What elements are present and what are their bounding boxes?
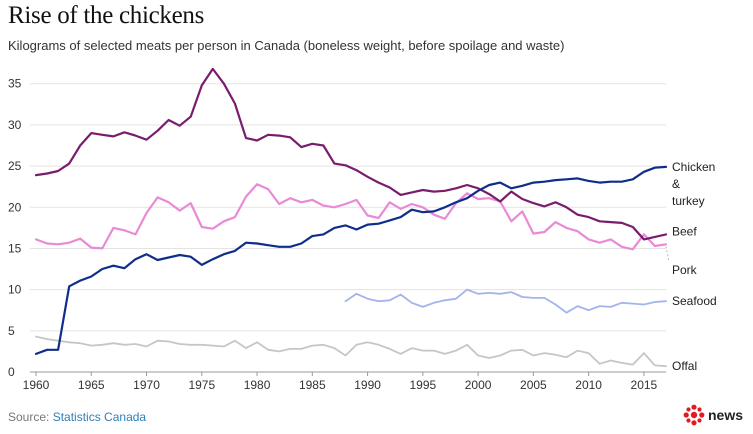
y-tick-label: 5 xyxy=(8,324,15,338)
source-link[interactable]: Statistics Canada xyxy=(52,410,147,424)
x-tick-label: 2015 xyxy=(631,378,658,392)
x-tick-label: 2010 xyxy=(575,378,602,392)
series-label-offal: Offal xyxy=(672,359,697,373)
pork-label-leader xyxy=(665,246,670,263)
series-line-chicken-turkey xyxy=(34,165,668,355)
x-tick-label: 1975 xyxy=(188,378,215,392)
x-tick-label: 1990 xyxy=(354,378,381,392)
x-tick-label: 1980 xyxy=(244,378,271,392)
y-tick-label: 15 xyxy=(8,241,22,255)
brand-text: news xyxy=(707,407,743,423)
x-tick-label: 1965 xyxy=(78,378,105,392)
series-labels: Chicken & turkey Beef Pork Seafood Offal xyxy=(665,160,717,373)
series-label-pork: Pork xyxy=(672,263,698,277)
y-tick-label: 10 xyxy=(8,283,22,297)
series-label-chicken-turkey: turkey xyxy=(672,194,705,208)
series-label-seafood: Seafood xyxy=(672,294,717,308)
x-axis-ticks: 1960 1965 1970 1975 1980 1985 1990 1995 2000 2005… xyxy=(23,372,658,392)
y-tick-label: 25 xyxy=(8,159,22,173)
x-tick-label: 2000 xyxy=(465,378,492,392)
y-tick-label: 30 xyxy=(8,118,22,132)
series-label-chicken-turkey: Chicken xyxy=(672,160,715,174)
grid-lines xyxy=(30,83,666,373)
y-tick-label: 20 xyxy=(8,200,22,214)
source-prefix: Source: xyxy=(8,410,53,424)
x-tick-label: 1960 xyxy=(23,378,50,392)
x-tick-label: 1985 xyxy=(299,378,326,392)
series-line-offal xyxy=(35,335,667,368)
y-axis-ticks: 0 5 10 15 20 25 30 35 xyxy=(8,77,22,379)
series-line-beef xyxy=(34,67,668,241)
series-line-pork xyxy=(34,183,668,251)
cbc-news-logo: news xyxy=(683,404,743,426)
cbc-gem-icon xyxy=(683,404,705,426)
chart-title: Rise of the chickens xyxy=(8,2,205,29)
series-lines xyxy=(34,67,668,368)
chart-subtitle: Kilograms of selected meats per person i… xyxy=(8,38,565,53)
series-label-beef: Beef xyxy=(672,224,697,238)
y-tick-label: 35 xyxy=(8,77,22,91)
x-tick-label: 1995 xyxy=(409,378,436,392)
x-tick-label: 2005 xyxy=(520,378,547,392)
y-tick-label: 0 xyxy=(8,365,15,379)
source-credit: Source: Statistics Canada xyxy=(8,410,146,424)
x-tick-label: 1970 xyxy=(133,378,160,392)
series-line-seafood xyxy=(344,288,667,314)
series-label-chicken-turkey: & xyxy=(672,177,680,191)
